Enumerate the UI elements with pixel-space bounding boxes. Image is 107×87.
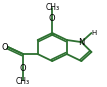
Text: O: O [1,43,8,52]
Text: O: O [20,64,26,73]
Text: H: H [91,30,97,36]
Text: N: N [78,38,85,47]
Text: CH₃: CH₃ [16,77,30,86]
Text: O: O [49,14,56,23]
Text: CH₃: CH₃ [45,3,59,12]
